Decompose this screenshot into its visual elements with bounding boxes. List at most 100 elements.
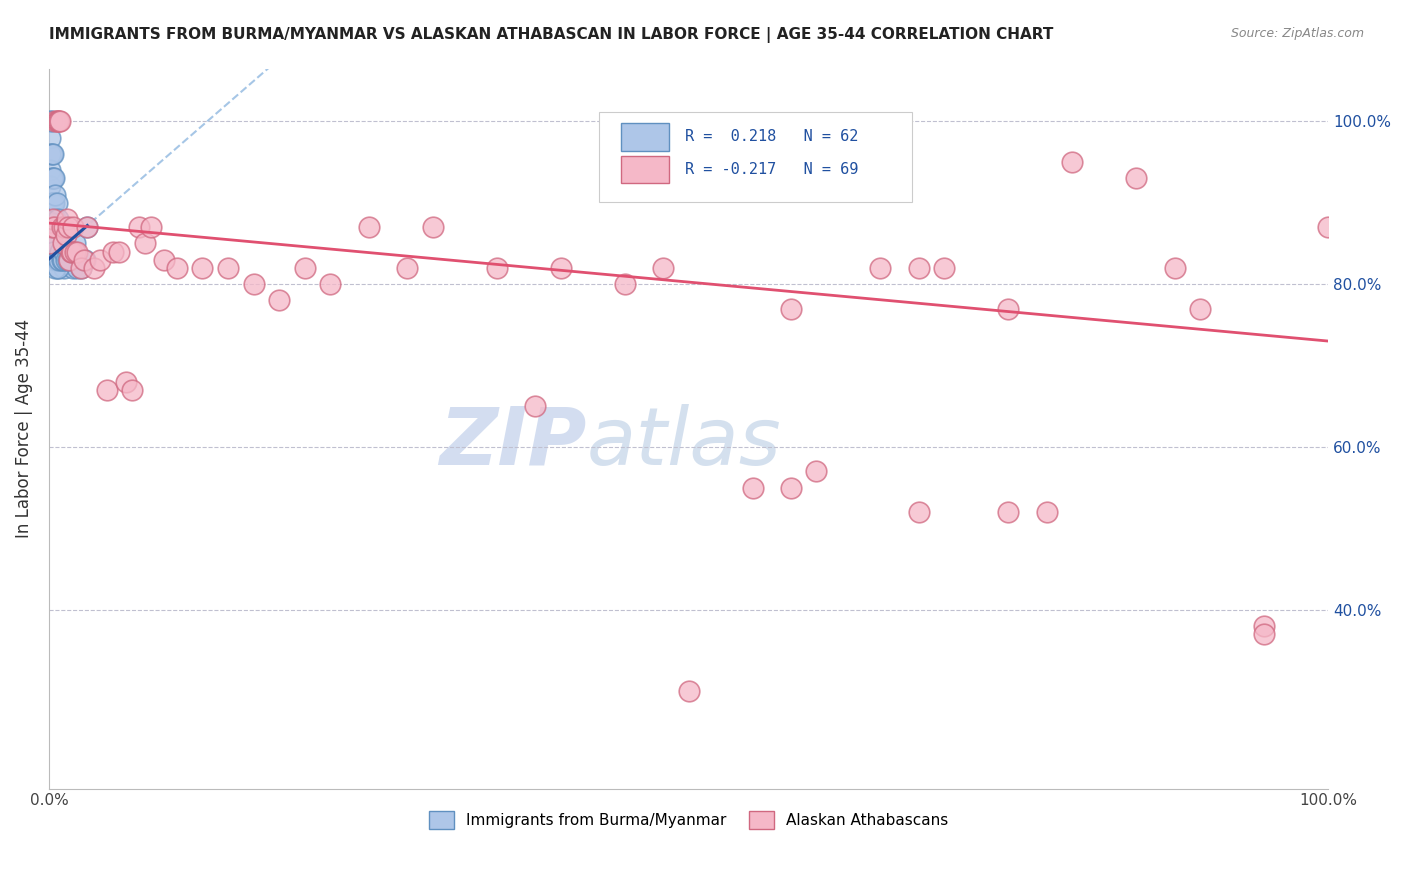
Point	[62, 220, 84, 235]
Point	[89, 252, 111, 267]
Point	[42, 252, 65, 267]
Point	[997, 301, 1019, 316]
Point	[60, 244, 83, 259]
Point	[48, 220, 70, 235]
Point	[55, 252, 77, 267]
Point	[76, 220, 98, 235]
Point	[49, 114, 72, 128]
Point	[48, 114, 70, 128]
Point	[63, 252, 86, 267]
Point	[45, 195, 67, 210]
Text: ZIP: ZIP	[439, 404, 586, 482]
Point	[934, 260, 956, 275]
Point	[46, 260, 69, 275]
Point	[524, 399, 547, 413]
Point	[42, 220, 65, 235]
Point	[41, 171, 63, 186]
Point	[58, 252, 80, 267]
Point	[217, 260, 239, 275]
Point	[49, 252, 72, 267]
Point	[652, 260, 675, 275]
Point	[44, 212, 66, 227]
Point	[44, 114, 66, 128]
Point	[242, 277, 264, 292]
Point	[42, 195, 65, 210]
Point	[1189, 301, 1212, 316]
Point	[997, 505, 1019, 519]
Point	[191, 260, 214, 275]
Text: Source: ZipAtlas.com: Source: ZipAtlas.com	[1230, 27, 1364, 40]
Point	[44, 187, 66, 202]
Point	[141, 220, 163, 235]
Point	[357, 220, 380, 235]
Point	[269, 293, 291, 308]
Point	[56, 244, 79, 259]
Point	[53, 260, 76, 275]
Point	[62, 260, 84, 275]
Point	[56, 212, 79, 227]
Point	[48, 244, 70, 259]
Point	[46, 114, 69, 128]
Point	[76, 220, 98, 235]
Point	[59, 244, 82, 259]
Point	[42, 147, 65, 161]
Point	[42, 244, 65, 259]
Point	[44, 236, 66, 251]
Point	[51, 220, 73, 235]
Point	[42, 171, 65, 186]
Point	[53, 244, 76, 259]
Point	[39, 147, 62, 161]
Point	[101, 244, 124, 259]
Point	[294, 260, 316, 275]
Point	[806, 464, 828, 478]
Point	[60, 252, 83, 267]
Point	[66, 244, 89, 259]
Point	[121, 383, 143, 397]
Point	[73, 252, 96, 267]
Point	[53, 244, 76, 259]
Point	[1062, 155, 1084, 169]
Point	[70, 260, 93, 275]
Point	[41, 147, 63, 161]
Point	[166, 260, 188, 275]
Point	[59, 252, 82, 267]
Point	[63, 244, 86, 259]
Point	[153, 252, 176, 267]
Point	[51, 252, 73, 267]
Point	[70, 260, 93, 275]
Point	[41, 195, 63, 210]
Point	[422, 220, 444, 235]
Point	[59, 244, 82, 259]
Point	[45, 220, 67, 235]
Point	[39, 130, 62, 145]
Point	[48, 252, 70, 267]
FancyBboxPatch shape	[599, 112, 912, 202]
Point	[45, 114, 67, 128]
Point	[56, 220, 79, 235]
Point	[72, 252, 94, 267]
Point	[52, 236, 75, 251]
Text: atlas: atlas	[586, 404, 780, 482]
Bar	[621, 155, 669, 183]
Point	[63, 236, 86, 251]
Point	[49, 228, 72, 243]
Point	[1317, 220, 1340, 235]
Point	[42, 171, 65, 186]
Point	[39, 163, 62, 178]
Point	[56, 252, 79, 267]
Point	[41, 236, 63, 251]
Point	[41, 220, 63, 235]
Point	[49, 244, 72, 259]
Point	[39, 228, 62, 243]
Point	[42, 195, 65, 210]
Point	[56, 252, 79, 267]
Point	[678, 684, 700, 698]
Point	[1253, 619, 1275, 633]
Point	[52, 252, 75, 267]
Point	[52, 236, 75, 251]
Point	[51, 228, 73, 243]
Point	[1035, 505, 1057, 519]
Point	[1163, 260, 1185, 275]
Legend: Immigrants from Burma/Myanmar, Alaskan Athabascans: Immigrants from Burma/Myanmar, Alaskan A…	[423, 805, 955, 835]
Point	[96, 383, 118, 397]
